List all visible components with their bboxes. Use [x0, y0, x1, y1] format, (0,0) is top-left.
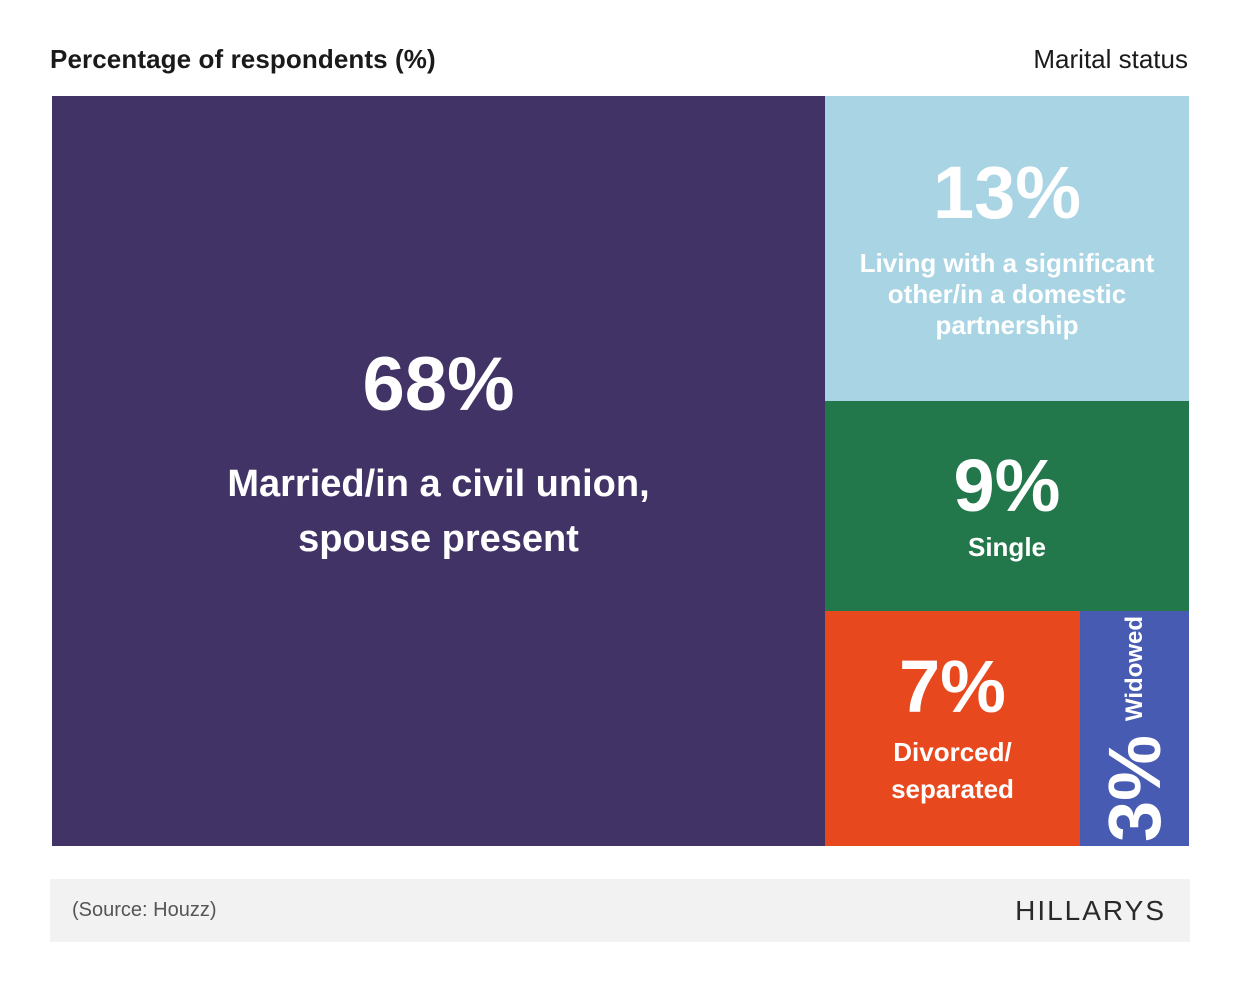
chart-subtitle: Marital status: [1033, 44, 1188, 74]
living-category-label: Living with a significant other/in a dom…: [859, 248, 1155, 340]
divorced-value-label: 7%: [899, 645, 1006, 729]
divorced-category-label: Divorced/ separated: [891, 737, 1014, 804]
source-note: (Source: Houzz): [72, 899, 217, 921]
single-value-label: 9%: [953, 444, 1061, 528]
married-category-label: Married/in a civil union, spouse present: [227, 462, 650, 560]
widowed-value-label: 3%: [1092, 734, 1176, 842]
treemap-cell-single: 9% Single: [825, 401, 1189, 611]
treemap-cell-married: 68% Married/in a civil union, spouse pre…: [52, 96, 825, 846]
widowed-rotated-group: 3% Widowed: [1092, 615, 1176, 842]
footer-bar: (Source: Houzz) HILLARYS: [50, 879, 1190, 942]
treemap: 68% Married/in a civil union, spouse pre…: [52, 96, 1189, 846]
treemap-cell-living-with-partner: 13% Living with a significant other/in a…: [825, 96, 1189, 401]
treemap-cell-divorced: 7% Divorced/ separated: [825, 611, 1080, 846]
living-value-label: 13%: [932, 151, 1082, 235]
widowed-category-label: Widowed: [1120, 615, 1148, 721]
brand-logo: HILLARYS: [1015, 895, 1166, 926]
chart-title: Percentage of respondents (%): [50, 44, 436, 74]
married-value-label: 68%: [362, 341, 515, 427]
treemap-cell-widowed: 3% Widowed: [1080, 611, 1189, 846]
single-category-label: Single: [967, 532, 1046, 563]
